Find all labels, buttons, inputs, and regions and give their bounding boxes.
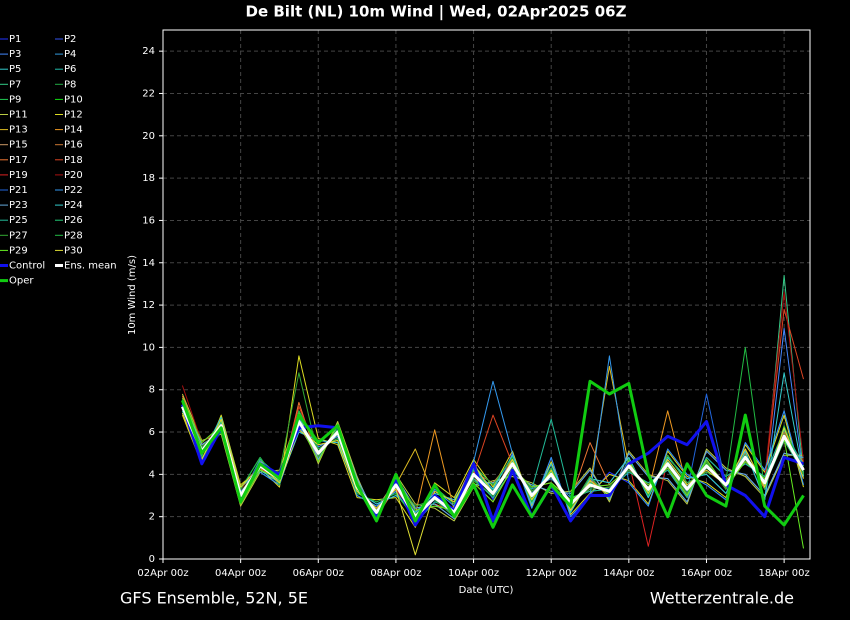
y-tick-label: 16 <box>142 215 155 226</box>
legend-label: P25 <box>9 215 28 226</box>
x-tick-label: 16Apr 00z <box>681 568 732 579</box>
x-tick-label: 12Apr 00z <box>526 568 577 579</box>
y-tick-label: 12 <box>142 300 155 311</box>
legend-label: P14 <box>64 125 83 136</box>
series-line <box>180 379 805 529</box>
legend-label: P28 <box>64 230 83 241</box>
x-tick-label: 02Apr 00z <box>137 568 188 579</box>
y-tick-label: 24 <box>142 46 155 57</box>
legend-label: P16 <box>64 140 83 151</box>
x-tick-label: 10Apr 00z <box>448 568 499 579</box>
legend-label: P17 <box>9 155 28 166</box>
x-tick-label: 14Apr 00z <box>603 568 654 579</box>
legend-label: P15 <box>9 140 28 151</box>
x-tick-label: 06Apr 00z <box>293 568 344 579</box>
x-tick-label: 04Apr 00z <box>215 568 266 579</box>
legend-label: P11 <box>9 110 28 121</box>
y-tick-label: 2 <box>149 512 155 523</box>
legend-label: P19 <box>9 170 28 181</box>
legend-label: P29 <box>9 245 28 256</box>
y-tick-label: 4 <box>149 469 155 480</box>
legend-label: P8 <box>64 79 76 90</box>
legend-label: P3 <box>9 49 21 60</box>
y-tick-label: 10 <box>142 342 155 353</box>
legend-label: P13 <box>9 125 28 136</box>
x-axis-label: Date (UTC) <box>459 585 514 596</box>
footer-left: GFS Ensemble, 52N, 5E <box>120 589 308 608</box>
y-tick-label: 6 <box>149 427 155 438</box>
legend-label: P23 <box>9 200 28 211</box>
legend-label: Oper <box>9 276 34 287</box>
legend-label: P9 <box>9 94 21 105</box>
y-tick-label: 14 <box>142 258 155 269</box>
legend-label: P22 <box>64 185 83 196</box>
chart-title: De Bilt (NL) 10m Wind | Wed, 02Apr2025 0… <box>246 3 627 22</box>
y-tick-label: 22 <box>142 88 155 99</box>
plot-frame <box>162 29 811 560</box>
y-tick-label: 8 <box>149 385 155 396</box>
legend-label: Control <box>9 261 45 272</box>
legend-label: P1 <box>9 34 21 45</box>
legend-label: P18 <box>64 155 83 166</box>
y-tick-label: 0 <box>149 554 155 565</box>
legend-label: P24 <box>64 200 83 211</box>
legend-label: P2 <box>64 34 76 45</box>
legend-label: P21 <box>9 185 28 196</box>
legend-label: P27 <box>9 230 28 241</box>
legend-label: P6 <box>64 64 76 75</box>
legend-label: P30 <box>64 245 83 256</box>
legend-label: P7 <box>9 79 21 90</box>
y-axis-label: 10m Wind (m/s) <box>127 255 138 335</box>
legend-label: P26 <box>64 215 83 226</box>
y-tick-label: 18 <box>142 173 155 184</box>
legend-label: P4 <box>64 49 76 60</box>
x-tick-label: 08Apr 00z <box>370 568 421 579</box>
footer-right: Wetterzentrale.de <box>650 589 794 608</box>
legend-label: P10 <box>64 94 83 105</box>
series-line <box>181 355 804 528</box>
legend-label: Ens. mean <box>64 261 117 272</box>
y-tick-label: 20 <box>142 131 155 142</box>
x-tick-label: 18Apr 00z <box>759 568 810 579</box>
legend-label: P12 <box>64 110 83 121</box>
legend-label: P5 <box>9 64 21 75</box>
legend-label: P20 <box>64 170 83 181</box>
